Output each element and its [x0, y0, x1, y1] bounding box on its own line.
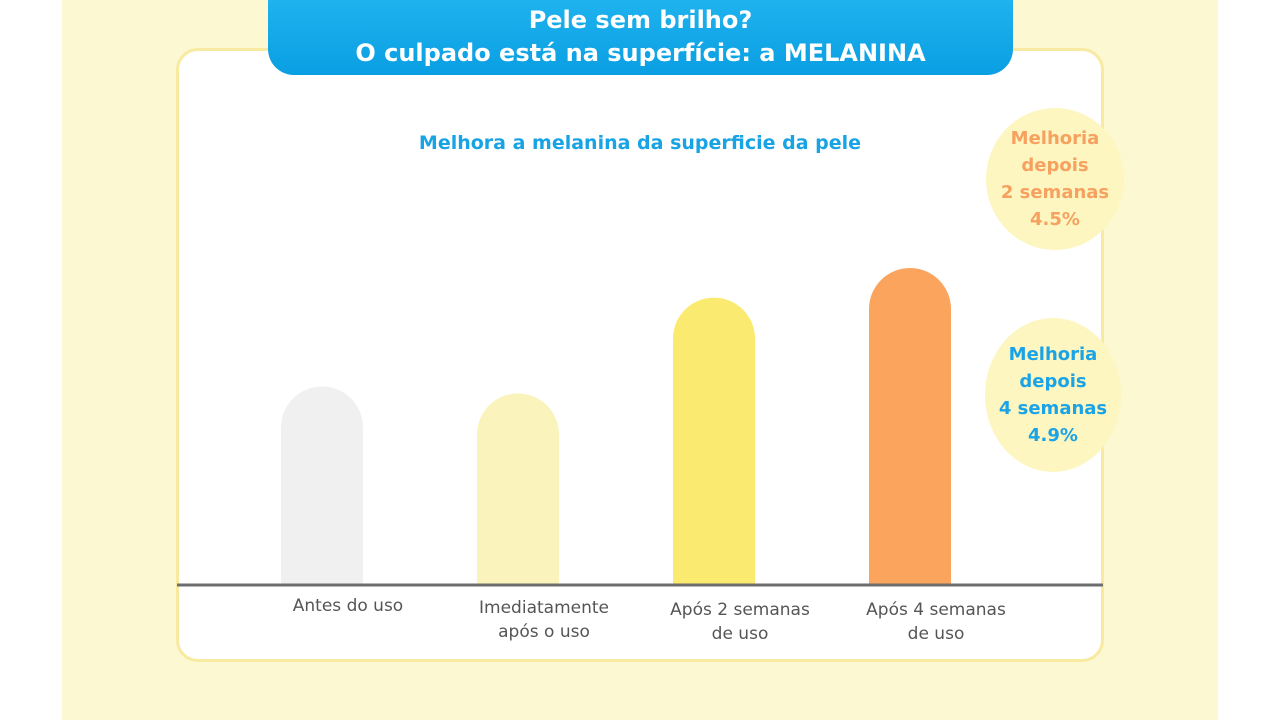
header-title-line-2: O culpado está na superfície: a MELANINA — [355, 39, 926, 67]
callout-value: 4.5% — [1030, 209, 1080, 230]
bar-1 — [281, 386, 363, 584]
bar-3 — [673, 297, 755, 584]
x-tick-label-line: Após 4 semanas — [866, 600, 1006, 620]
x-tick-label-line: Antes do uso — [292, 596, 404, 616]
callout-line: 2 semanas — [1000, 182, 1110, 203]
x-tick-label-line: Imediatamente — [479, 598, 609, 618]
x-tick-label-line: após o uso — [498, 622, 590, 642]
chart-title: Melhora a melanina da superficie da pele — [418, 132, 862, 154]
callout-line: depois — [1021, 155, 1089, 176]
bar-2 — [477, 393, 559, 584]
improvement-callout-4-weeks: Melhoria depois 4 semanas 4.9% — [985, 318, 1121, 472]
callout-line: depois — [1019, 371, 1087, 392]
callout-value: 4.9% — [1028, 425, 1078, 446]
x-tick-label-line: Após 2 semanas — [670, 600, 810, 620]
x-tick-label: Após 4 semanas de uso — [851, 598, 1021, 646]
callout-line: Melhoria — [1010, 128, 1100, 149]
bar-4 — [869, 268, 951, 584]
header-banner: Pele sem brilho? O culpado está na super… — [268, 0, 1013, 75]
x-tick-label-line: de uso — [907, 624, 965, 644]
header-title-line-1: Pele sem brilho? — [528, 6, 753, 34]
x-tick-label: Antes do uso — [263, 594, 433, 618]
callout-line: Melhoria — [1008, 344, 1098, 365]
x-tick-label: Imediatamente após o uso — [459, 596, 629, 644]
x-tick-label-line: de uso — [711, 624, 769, 644]
callout-line: 4 semanas — [998, 398, 1108, 419]
improvement-callout-2-weeks: Melhoria depois 2 semanas 4.5% — [986, 108, 1124, 250]
x-tick-label: Após 2 semanas de uso — [655, 598, 825, 646]
